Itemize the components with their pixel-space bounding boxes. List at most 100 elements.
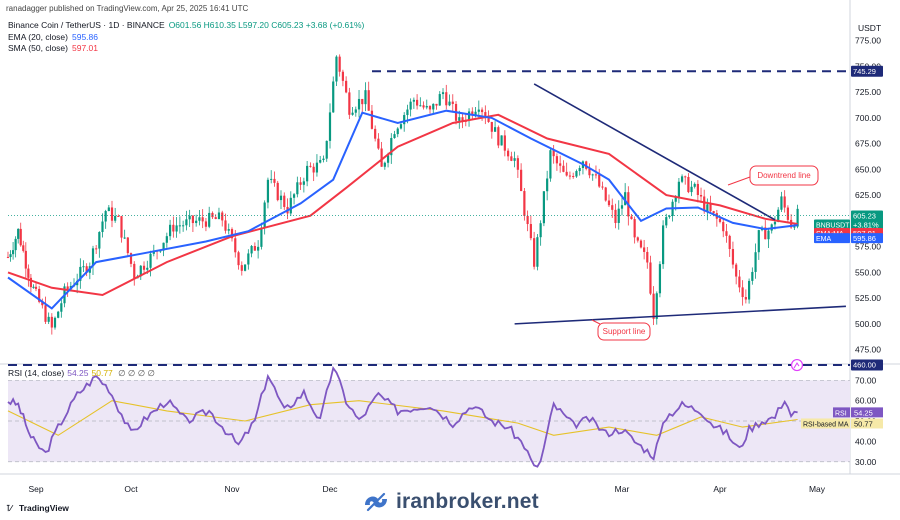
candle-body [474, 111, 477, 116]
candle-body [533, 238, 536, 267]
candle-body [142, 265, 146, 270]
candle-body [594, 174, 598, 176]
candle-body [703, 196, 706, 212]
candle-body [208, 212, 211, 227]
candle-body [780, 196, 783, 210]
candle-body [598, 174, 601, 187]
sma-legend[interactable]: SMA (50, close) 597.01 [8, 43, 98, 54]
level-tag-top-text: 745.29 [853, 67, 876, 76]
candle-body [306, 165, 309, 182]
candle-body [458, 117, 461, 121]
candle-body [467, 111, 471, 121]
rsi-tag-label: RSI [835, 410, 847, 417]
candle-body [409, 101, 412, 110]
candle-body [649, 262, 652, 294]
candle-body [345, 80, 348, 93]
candle-body [722, 221, 725, 232]
candle-body [500, 135, 503, 146]
candle-body [32, 286, 35, 288]
candle-body [139, 265, 142, 277]
candle-body [690, 186, 693, 193]
candle-body [14, 238, 17, 251]
time-axis-label: Apr [713, 484, 726, 494]
rsi-ma-tag-value-bg [851, 418, 883, 429]
candle-body [684, 176, 687, 178]
ema-tag-text: 595.86 [853, 234, 876, 243]
candle-body [322, 158, 325, 161]
watermark-text: iranbroker.net [396, 490, 539, 513]
candle-body [41, 301, 44, 306]
candle-body [665, 217, 668, 226]
tradingview-branding[interactable]: ⊺∕ TradingView [6, 503, 69, 514]
candle-body [718, 218, 722, 222]
candle-body [419, 105, 422, 107]
candle-body [493, 127, 497, 132]
candle-body [374, 128, 377, 139]
rsi-tag-label-bg [833, 407, 850, 418]
candle-body [214, 217, 217, 220]
candle-body [11, 250, 15, 255]
candle-body [27, 268, 30, 278]
candle-body [129, 253, 133, 264]
candle-body [773, 221, 777, 225]
candle-body [503, 135, 506, 151]
candle-body [380, 148, 383, 167]
candle-body [95, 248, 98, 250]
candle-body [396, 128, 399, 135]
rsi-tick-label: 40.00 [855, 436, 877, 446]
rsi-tag: RSI 54.25 [833, 407, 883, 418]
candle-body [783, 196, 786, 208]
candle-body [165, 236, 168, 243]
price-tick-label: 525.00 [855, 293, 881, 303]
rsi-legend[interactable]: RSI (14, close) 54.25 50.77 ∅ ∅ ∅ ∅ [8, 368, 155, 379]
candle-body [542, 191, 545, 224]
ema-legend[interactable]: EMA (20, close) 595.86 [8, 32, 98, 43]
rsi-ma-line [7, 400, 798, 436]
candle-body [735, 264, 738, 277]
candle-body [432, 103, 435, 110]
candle-body [611, 205, 614, 210]
callout-box [749, 165, 819, 186]
candle-body [786, 207, 789, 220]
candle-body [680, 176, 684, 182]
candle-body [668, 216, 671, 218]
candle-body [568, 175, 572, 177]
support-callout-label: Support line [603, 327, 646, 336]
candle-body [677, 181, 681, 198]
rsi-tick-label: 60.00 [855, 396, 877, 406]
candle-body [221, 212, 224, 221]
alert-clock-icon-mark [793, 362, 800, 369]
candle-body [674, 197, 677, 202]
candle-body [448, 101, 451, 106]
candle-body [604, 187, 607, 201]
candle-body [754, 252, 757, 272]
candle-body [79, 266, 82, 281]
downtrend-callout: Downtrend line [727, 165, 819, 186]
candle-body [536, 237, 539, 267]
downtrend-callout-label: Downtrend line [757, 171, 811, 180]
candle-body [633, 219, 636, 238]
candle-body [712, 211, 715, 214]
candle-body [299, 182, 302, 185]
publish-info: ranadagger published on TradingView.com,… [6, 4, 249, 13]
candle-body [107, 207, 110, 212]
candle-body [383, 162, 386, 167]
last-price-tag-label: BNBUSDT [816, 222, 850, 229]
ema-tag-label-bg [814, 233, 850, 244]
rsi-line [7, 365, 798, 468]
candle-body [126, 237, 129, 254]
candle-body [546, 178, 549, 192]
candle-body [699, 194, 703, 197]
candle-body [565, 171, 568, 176]
candle-body [728, 235, 731, 250]
candle-body [461, 117, 464, 121]
last-price-tag-text: +3.81% [853, 220, 879, 229]
symbol-header: Binance Coin / TetherUS · 1D · BINANCE O6… [8, 20, 364, 31]
rsi-ma-tag-value: 50.77 [854, 419, 873, 428]
downtrend-line [533, 83, 776, 221]
candle-body [607, 200, 611, 206]
candle-body [422, 105, 425, 108]
candle-body [709, 204, 712, 212]
candle-body [687, 176, 690, 193]
